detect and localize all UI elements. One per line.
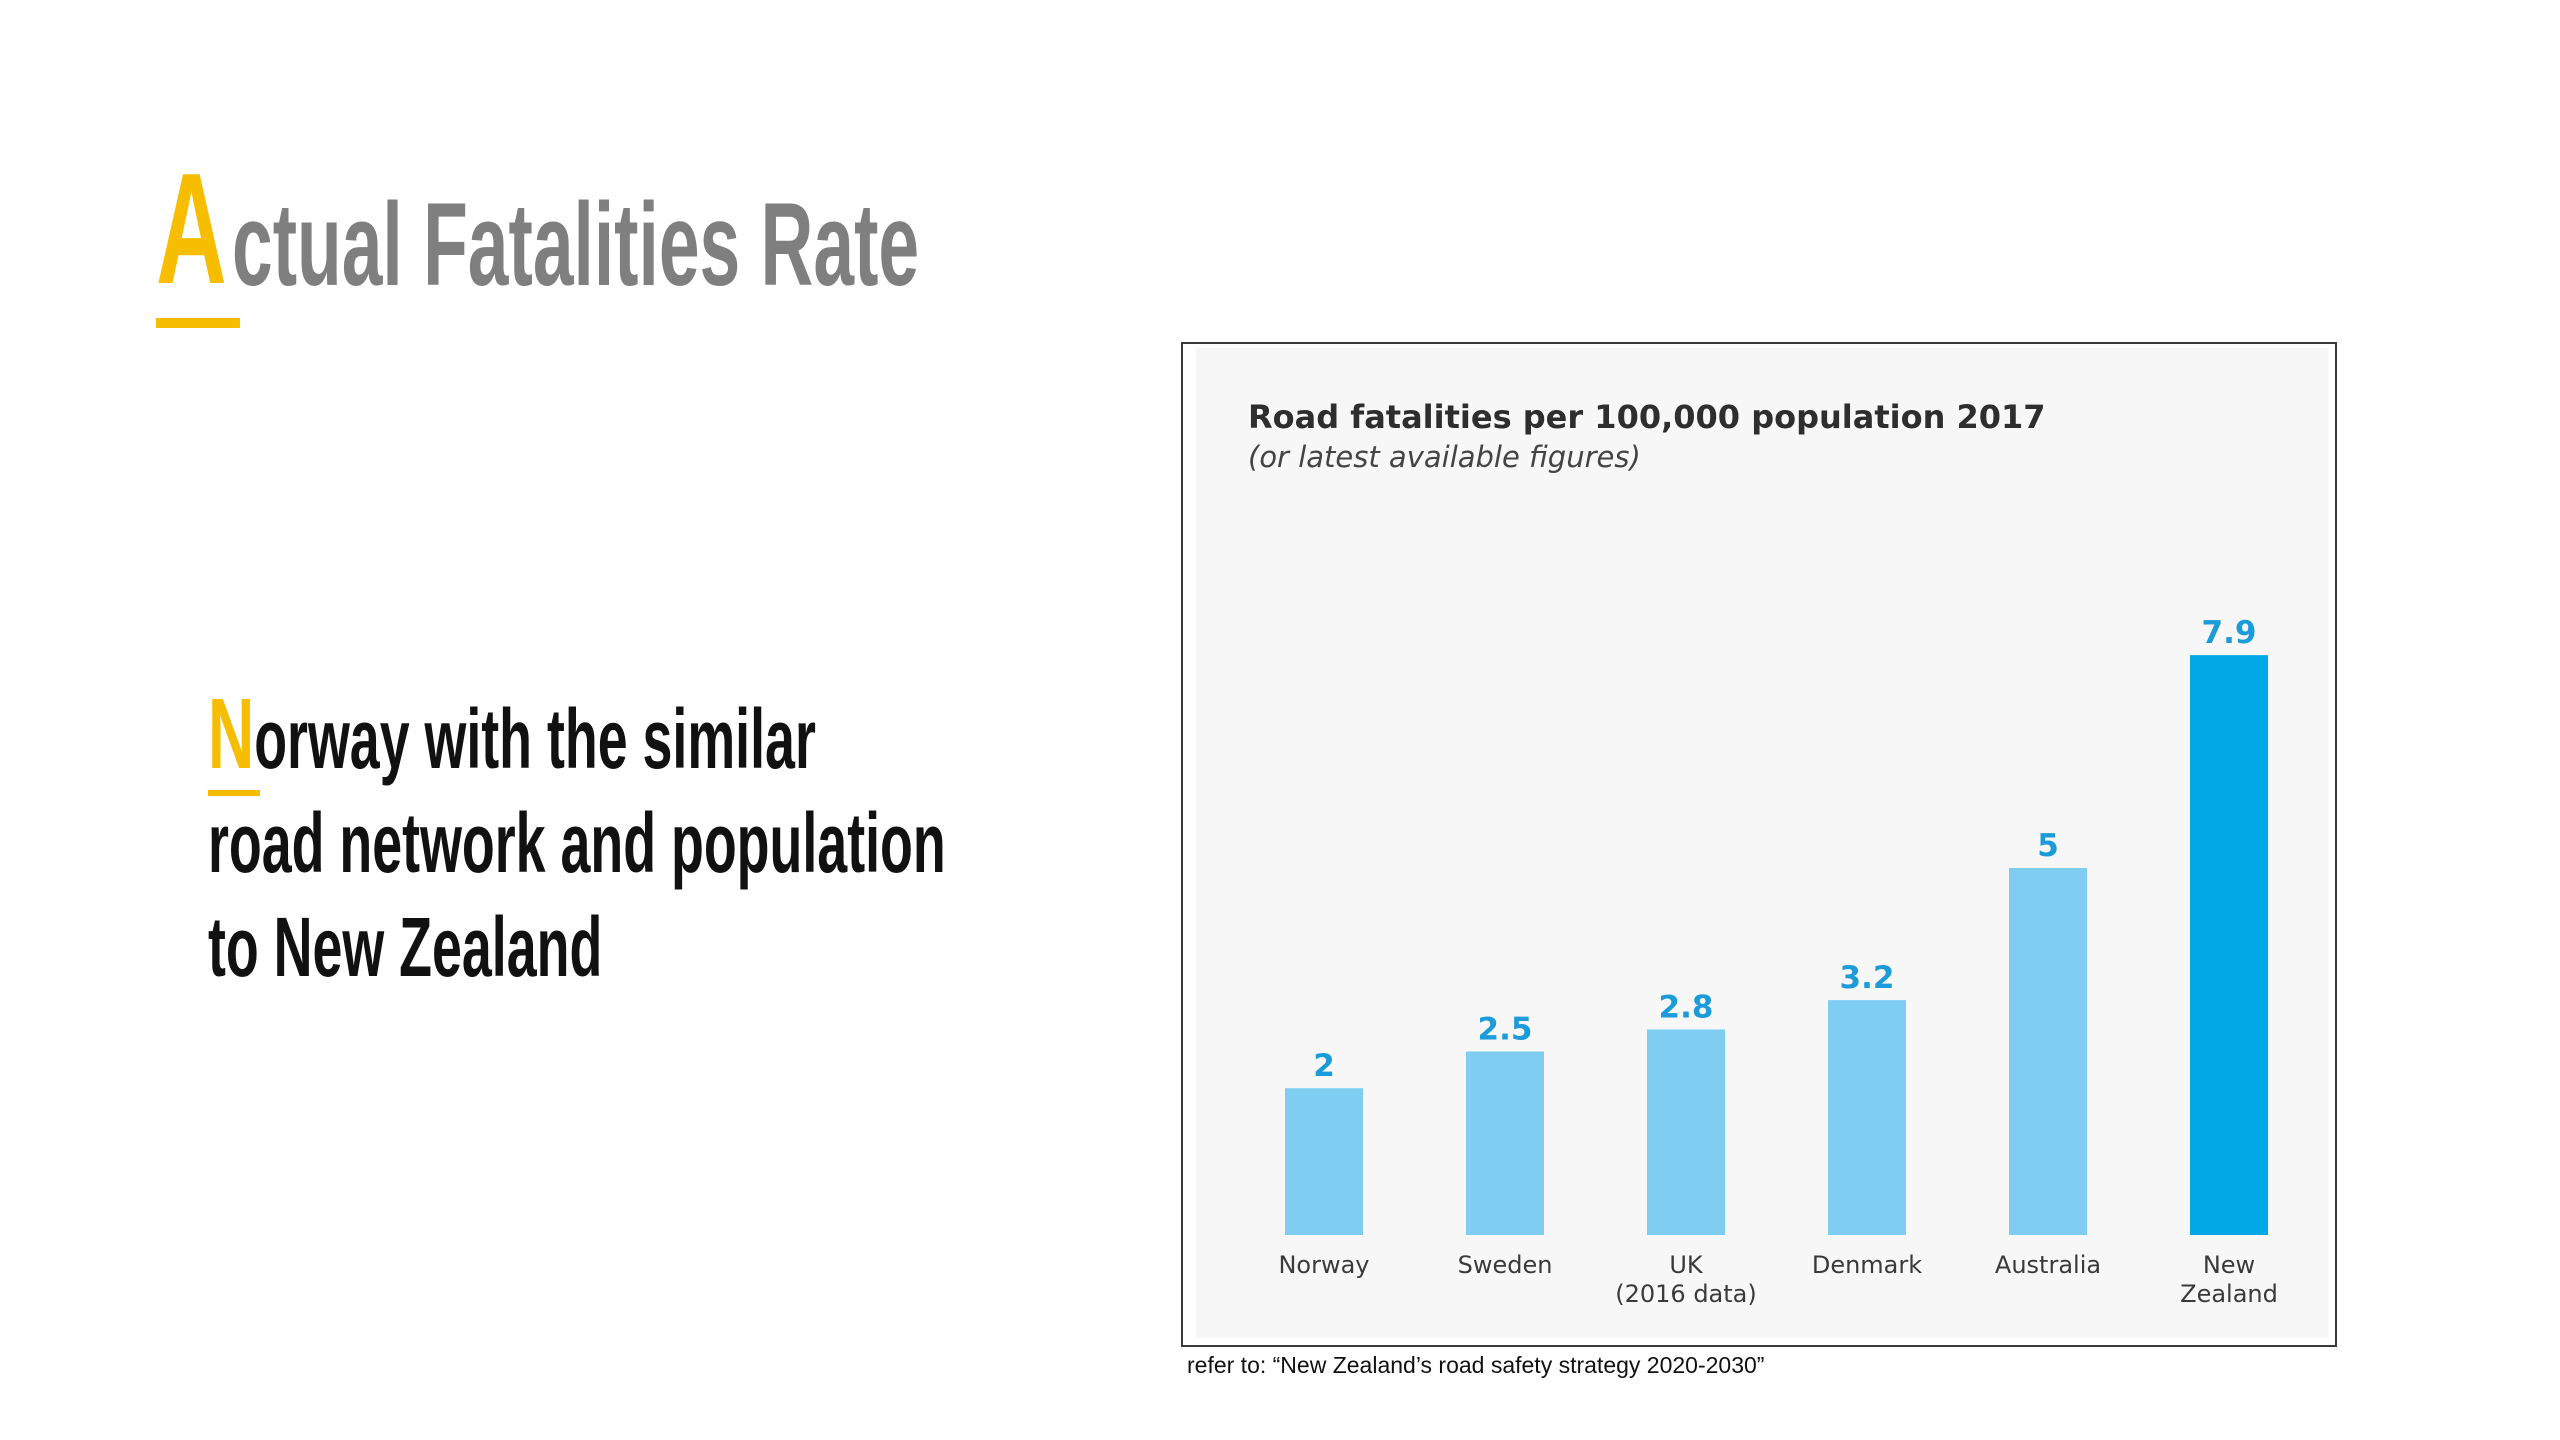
category-label-4-line-0: Australia xyxy=(1995,1251,2101,1279)
category-label-1-line-0: Sweden xyxy=(1458,1251,1553,1279)
category-label-2-line-1: (2016 data) xyxy=(1615,1280,1757,1308)
bar-value-label-1: 2.5 xyxy=(1478,1012,1533,1048)
chart-title: Road fatalities per 100,000 population 2… xyxy=(1248,398,2046,436)
bar-0 xyxy=(1285,1088,1363,1235)
bar-2 xyxy=(1647,1029,1725,1235)
chart-frame: Road fatalities per 100,000 population 2… xyxy=(1181,342,2337,1347)
chart-panel: Road fatalities per 100,000 population 2… xyxy=(1196,348,2328,1338)
category-label-3-line-0: Denmark xyxy=(1812,1251,1922,1279)
body-line-1-text: orway with the similar xyxy=(254,692,816,786)
body-line-2: road network and population xyxy=(208,796,946,890)
chart-subtitle: (or latest available figures) xyxy=(1248,440,1641,474)
body-line-1: Norway with the similar xyxy=(208,682,816,791)
bar-5 xyxy=(2190,655,2268,1235)
body-text: Norway with the similar road network and… xyxy=(208,682,1108,999)
bar-value-label-5: 7.9 xyxy=(2202,615,2257,651)
category-label-2-line-0: UK xyxy=(1669,1251,1704,1279)
bar-value-label-0: 2 xyxy=(1313,1048,1335,1084)
bar-3 xyxy=(1828,1000,1906,1235)
bar-value-label-4: 5 xyxy=(2037,828,2059,864)
source-caption: refer to: “New Zealand’s road safety str… xyxy=(1187,1352,1765,1378)
category-label-5-line-1: Zealand xyxy=(2180,1280,2278,1308)
bar-value-label-2: 2.8 xyxy=(1659,989,1714,1025)
body-line-3: to New Zealand xyxy=(208,900,603,994)
bar-4 xyxy=(2009,868,2087,1235)
title-accent-underline xyxy=(156,318,240,328)
slide-title: Actual Fatalities Rate xyxy=(156,150,1340,330)
bar-value-label-3: 3.2 xyxy=(1840,960,1895,996)
title-text: ctual Fatalities Rate xyxy=(232,179,920,311)
body-initial-letter: N xyxy=(208,678,255,790)
title-initial-letter: A xyxy=(156,141,227,317)
bar-1 xyxy=(1466,1051,1544,1235)
category-label-0-line-0: Norway xyxy=(1278,1251,1369,1279)
body-accent-underline xyxy=(208,790,260,796)
bar-chart: 2 Norway 2.5 Sweden 2.8 UK(2016 data) 3.2 Denma… xyxy=(1278,615,2278,1308)
category-label-5-line-0: New xyxy=(2203,1251,2255,1279)
